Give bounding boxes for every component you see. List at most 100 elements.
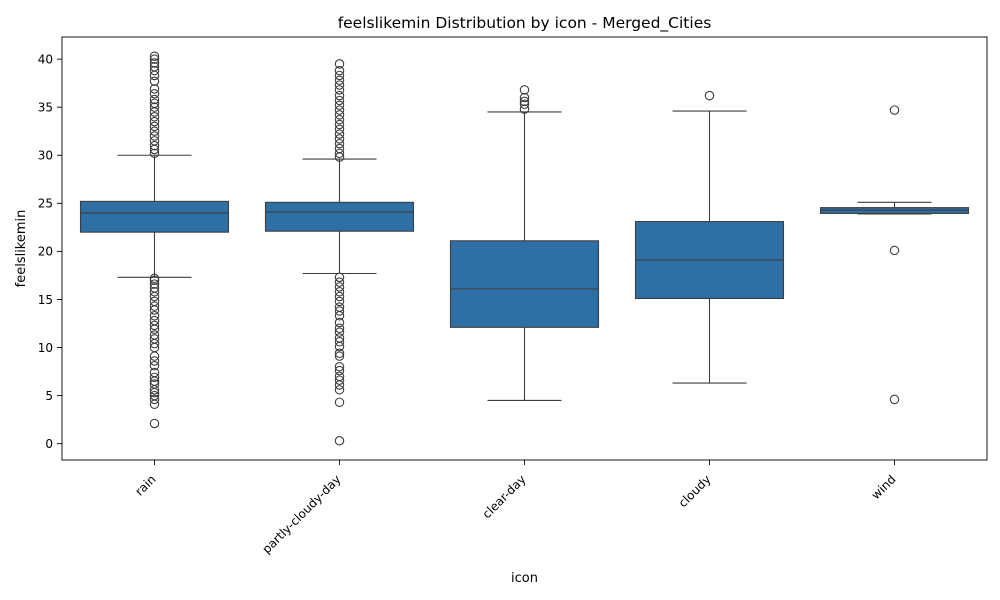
outlier-point <box>149 320 160 331</box>
y-axis: 0 5 10 15 20 25 30 35 40 <box>38 52 62 451</box>
outlier-point <box>334 397 345 408</box>
iqr-box <box>264 201 415 232</box>
outlier-point <box>889 394 900 405</box>
y-tick-label: 15 <box>38 293 53 307</box>
outlier-point <box>149 116 160 127</box>
outlier-point <box>334 317 345 328</box>
outlier-point <box>149 273 160 284</box>
outlier-point <box>334 306 345 316</box>
outlier-point <box>334 59 345 69</box>
outlier-point <box>334 385 345 395</box>
outlier-point <box>149 287 160 297</box>
outlier-point <box>334 375 345 385</box>
iqr-box <box>449 240 600 328</box>
outlier-point <box>334 351 345 361</box>
outlier-point <box>149 62 160 72</box>
y-tick-label: 35 <box>38 100 53 114</box>
outlier-point <box>149 334 160 344</box>
plot-frame <box>61 36 988 461</box>
outlier-point <box>334 114 345 125</box>
outlier-point <box>149 88 160 99</box>
outlier-point <box>334 65 345 76</box>
outlier-point <box>334 70 345 81</box>
outlier-point <box>149 296 160 307</box>
outlier-point <box>334 287 345 297</box>
outlier-point <box>334 105 345 115</box>
outlier-point <box>149 330 160 340</box>
outlier-point <box>334 327 345 337</box>
outlier-point <box>149 356 160 366</box>
outlier-point <box>704 90 715 101</box>
outlier-point <box>149 315 160 326</box>
outlier-point <box>334 337 345 347</box>
outlier-point <box>149 361 160 371</box>
outlier-point <box>334 143 345 154</box>
outlier-point <box>334 436 345 446</box>
outlier-point <box>334 124 345 135</box>
y-tick-label: 0 <box>45 437 53 451</box>
outlier-point <box>334 100 345 111</box>
outlier-point <box>149 418 160 429</box>
outlier-point <box>149 58 160 68</box>
outlier-point <box>519 96 530 107</box>
outlier-point <box>334 323 345 334</box>
outlier-point <box>334 296 345 307</box>
outlier-point <box>149 84 160 94</box>
outlier-point <box>149 54 160 64</box>
outlier-point <box>149 301 160 311</box>
outlier-point <box>149 136 160 146</box>
outlier-point <box>149 283 160 293</box>
outlier-point <box>334 361 345 372</box>
y-tick-label: 25 <box>38 197 53 211</box>
outlier-point <box>149 65 160 76</box>
outlier-point <box>334 291 345 302</box>
outlier-point <box>149 311 160 321</box>
outlier-point <box>334 272 345 283</box>
outlier-point <box>149 112 160 122</box>
outlier-point <box>889 245 900 256</box>
x-axis-label: icon <box>511 571 538 586</box>
box-group-rain <box>79 51 230 429</box>
outlier-point <box>519 99 530 110</box>
outlier-point <box>149 94 160 105</box>
outlier-point <box>334 85 345 95</box>
y-tick-label: 5 <box>45 389 53 403</box>
outlier-point <box>334 110 345 120</box>
outlier-point <box>519 92 530 103</box>
outlier-point <box>334 282 345 292</box>
y-tick-label: 10 <box>38 341 53 355</box>
outlier-point <box>149 140 160 151</box>
y-tick-label: 30 <box>38 149 53 163</box>
outlier-point <box>334 90 345 101</box>
outlier-point <box>149 390 160 401</box>
box-group-partly-cloudy-day <box>264 59 415 446</box>
outlier-point <box>149 394 160 405</box>
outlier-point <box>334 80 345 90</box>
outlier-point <box>149 279 160 289</box>
box-group-cloudy <box>634 90 785 384</box>
outlier-point <box>334 129 345 139</box>
outlier-point <box>149 367 160 378</box>
outlier-point <box>334 365 345 376</box>
outlier-point <box>334 134 345 144</box>
outlier-point <box>149 102 160 112</box>
outlier-point <box>334 119 345 130</box>
outlier-point <box>334 148 345 159</box>
outlier-point <box>334 75 345 86</box>
y-tick-label: 20 <box>38 245 53 259</box>
outlier-point <box>334 302 345 312</box>
plot-area <box>79 51 970 446</box>
outlier-point <box>149 148 160 159</box>
outlier-point <box>149 121 160 132</box>
outlier-point <box>149 51 160 61</box>
outlier-point <box>519 104 530 114</box>
outlier-point <box>889 105 900 115</box>
outlier-point <box>149 372 160 383</box>
chart-title: feelslikemin Distribution by icon - Merg… <box>338 14 712 33</box>
outlier-point <box>334 371 345 382</box>
outlier-point <box>149 76 160 86</box>
box-group-wind <box>819 105 970 405</box>
outlier-point <box>334 333 345 343</box>
iqr-box <box>79 200 230 233</box>
